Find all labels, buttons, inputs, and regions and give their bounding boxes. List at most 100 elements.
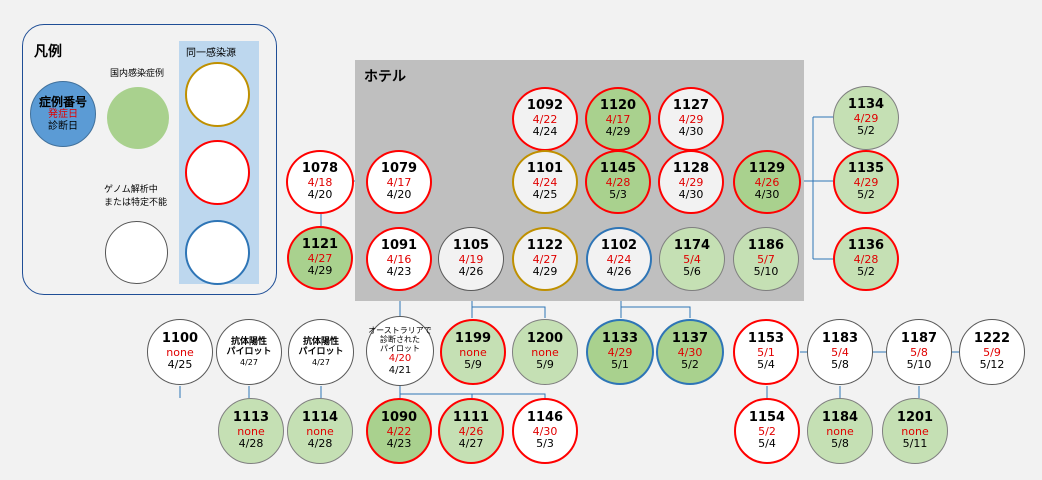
case-diag: 4/26 [458, 265, 484, 279]
case-1134: 1134 4/29 5/2 [833, 86, 899, 150]
case-id: 1091 [380, 237, 418, 253]
case-onset: 5/9 [983, 345, 1001, 359]
case-1186: 1186 5/7 5/10 [733, 227, 799, 291]
case-onset: 4/29 [853, 175, 879, 189]
case-onset: 4/20 [388, 353, 412, 365]
legend-genome-sample [105, 221, 168, 284]
case-1100: 1100 none 4/25 [147, 319, 213, 385]
case-1113: 1113 none 4/28 [218, 398, 284, 464]
case-onset: 4/28 [853, 252, 879, 266]
case-diag: 5/10 [906, 358, 932, 372]
case-id: 1134 [847, 96, 885, 112]
case-diag: 5/11 [902, 437, 928, 451]
legend-domestic-sample [107, 87, 169, 149]
case-diag: 5/8 [831, 358, 849, 372]
case-1092: 1092 4/22 4/24 [512, 87, 578, 151]
case-onset: 5/8 [910, 345, 928, 359]
case-diag: 5/2 [681, 358, 699, 372]
case-id: 1079 [380, 160, 418, 176]
case-onset: 4/29 [853, 111, 879, 125]
case-diag: 4/30 [678, 125, 704, 139]
case-onset: 4/16 [386, 252, 412, 266]
case-diag: 4/27 [458, 437, 484, 451]
case-id: 1102 [600, 237, 638, 253]
case-diag: 5/2 [857, 124, 875, 138]
case-diag: 5/12 [979, 358, 1005, 372]
case-id: 1153 [747, 330, 785, 346]
case-note-s: 診断された [380, 334, 420, 344]
case-1121: 1121 4/27 4/29 [287, 226, 353, 290]
case-diag: 4/24 [532, 125, 558, 139]
legend-key-circle: 症例番号 発症日 診断日 [30, 81, 96, 147]
case-1146: 1146 4/30 5/3 [512, 398, 578, 464]
case-note-s: パイロット [380, 344, 420, 354]
case-diag: 5/4 [757, 358, 775, 372]
case-1222: 1222 5/9 5/12 [959, 319, 1025, 385]
case-id: 1146 [526, 409, 564, 425]
case-onset: 4/29 [607, 345, 633, 359]
pilot-2: 抗体陽性 パイロット 4/27 [288, 319, 354, 385]
case-1201: 1201 none 5/11 [882, 398, 948, 464]
case-onset: 5/7 [757, 252, 775, 266]
case-1078: 1078 4/18 4/20 [286, 150, 354, 214]
case-id: 1200 [526, 330, 564, 346]
case-diag: 4/29 [307, 264, 333, 278]
case-diag: 5/2 [857, 188, 875, 202]
case-id: 1145 [599, 160, 637, 176]
case-id: 1201 [896, 409, 934, 425]
case-diag: 4/23 [386, 265, 412, 279]
case-onset: 5/4 [683, 252, 701, 266]
case-id: 1137 [671, 330, 709, 346]
case-diag: 4/25 [532, 188, 558, 202]
case-diag: 4/28 [238, 437, 264, 451]
case-onset: 5/4 [831, 345, 849, 359]
case-diag: 4/26 [606, 265, 632, 279]
case-1183: 1183 5/4 5/8 [807, 319, 873, 385]
case-1153: 1153 5/1 5/4 [733, 319, 799, 385]
case-id: 1154 [748, 409, 786, 425]
case-onset: 4/26 [458, 424, 484, 438]
legend-title: 凡例 [34, 44, 62, 60]
case-onset: 4/24 [532, 175, 558, 189]
case-id: 1222 [973, 330, 1011, 346]
case-id: 1090 [380, 409, 418, 425]
legend-source-blue [185, 220, 250, 285]
case-1199: 1199 none 5/9 [440, 319, 506, 385]
case-onset: none [531, 345, 559, 359]
case-1135: 1135 4/29 5/2 [833, 150, 899, 214]
legend-key-id: 症例番号 [38, 94, 87, 109]
case-onset: 4/28 [605, 175, 631, 189]
case-onset: 5/2 [758, 424, 776, 438]
case-id: 1122 [526, 237, 564, 253]
case-diag: 5/8 [831, 437, 849, 451]
legend-genome-label-2: または特定不能 [104, 198, 168, 208]
case-diag: 5/10 [753, 265, 779, 279]
case-note-s: 4/27 [312, 358, 330, 368]
case-diag: 5/6 [683, 265, 701, 279]
case-1111: 1111 4/26 4/27 [438, 398, 504, 464]
case-diag: 4/29 [532, 265, 558, 279]
case-diag: 5/2 [857, 265, 875, 279]
case-id: 1184 [821, 409, 859, 425]
case-id: 1183 [821, 330, 859, 346]
case-onset: 4/29 [678, 112, 704, 126]
case-id: 1133 [601, 330, 639, 346]
case-onset: 4/30 [532, 424, 558, 438]
case-1137: 1137 4/30 5/2 [656, 319, 724, 385]
case-diag: 5/3 [536, 437, 554, 451]
legend-source-gold [185, 62, 250, 127]
case-1122: 1122 4/27 4/29 [512, 227, 578, 291]
case-id: 1078 [301, 160, 339, 176]
legend-genome-label-1: ゲノム解析中 [104, 185, 158, 195]
case-onset: 4/27 [307, 251, 333, 265]
case-1120: 1120 4/17 4/29 [585, 87, 651, 151]
case-1200: 1200 none 5/9 [512, 319, 578, 385]
case-diag: 5/9 [464, 358, 482, 372]
case-diag: 4/30 [678, 188, 704, 202]
case-id: 1120 [599, 97, 637, 113]
case-id: 1092 [526, 97, 564, 113]
case-onset: 4/24 [606, 252, 632, 266]
case-diag: 4/30 [754, 188, 780, 202]
case-diag: 4/29 [605, 125, 631, 139]
link-australia-branch [399, 386, 546, 398]
